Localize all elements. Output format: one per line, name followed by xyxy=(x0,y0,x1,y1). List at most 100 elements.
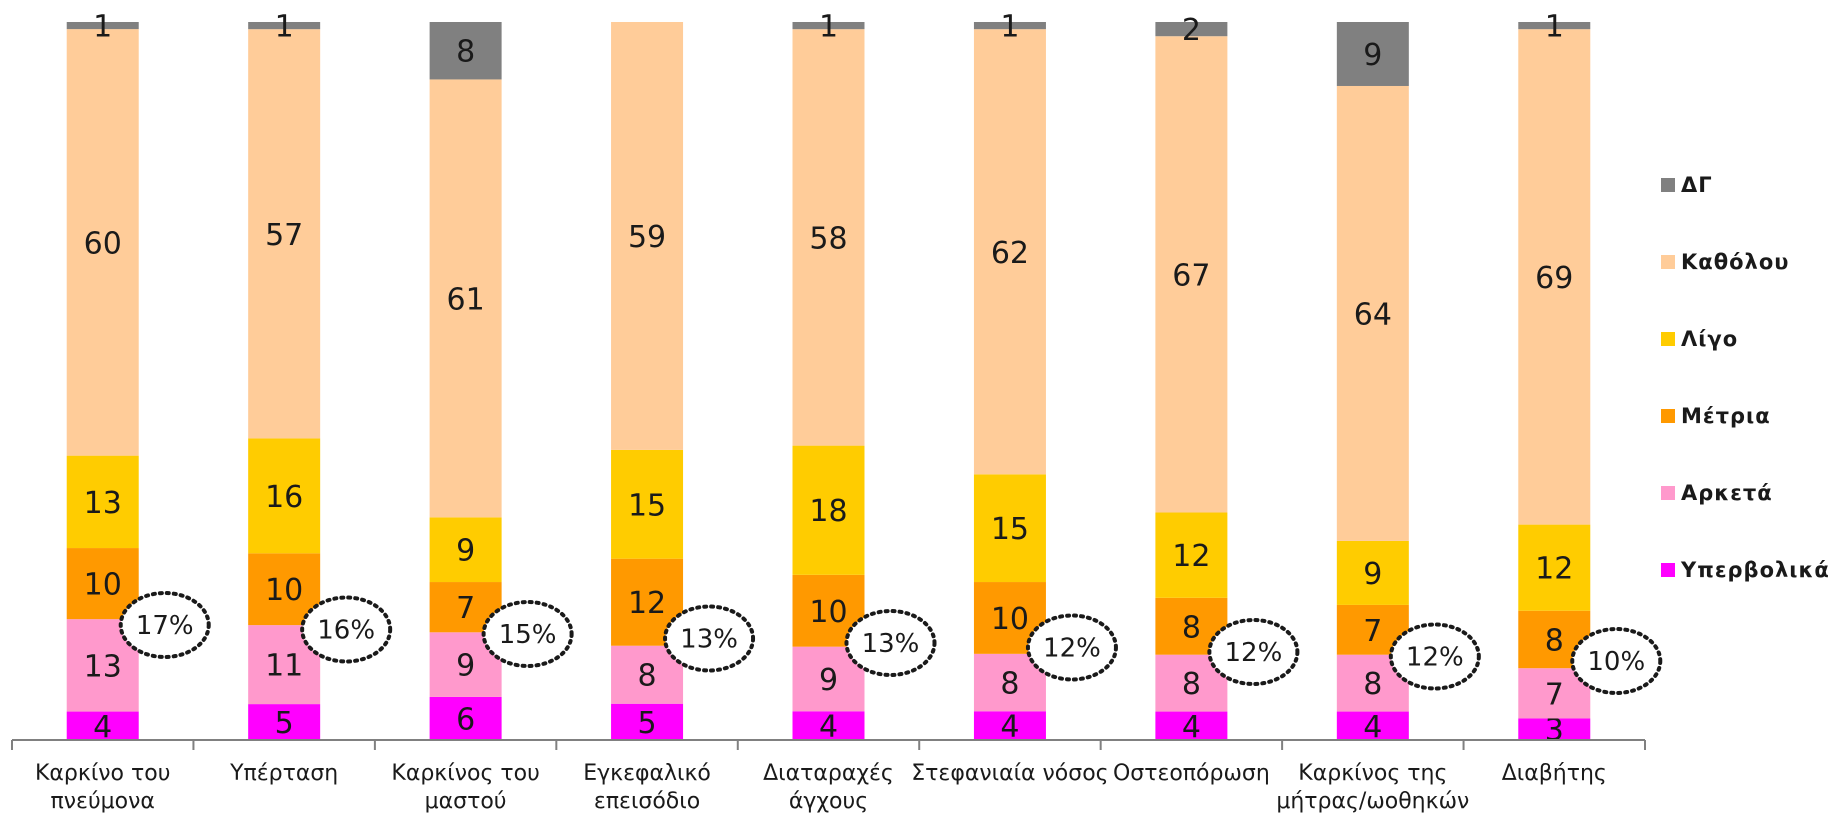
data-label-υπερβολικά-1: 4 xyxy=(93,710,112,745)
bar-7: 4 8 8 12 67 2 xyxy=(1155,13,1228,745)
data-label-υπερβολικά-4: 5 xyxy=(638,706,657,741)
data-label-λίγο-4: 15 xyxy=(628,488,666,523)
data-label-μέτρια-9: 8 xyxy=(1545,623,1564,658)
segment-λίγο-3 xyxy=(429,517,502,583)
data-label-αρκετά-5: 9 xyxy=(819,663,838,698)
segment-υπερβολικά-8 xyxy=(1336,711,1409,740)
segment-καθόλου-4 xyxy=(611,22,684,450)
bars-layer: 4131013601511101657169796185812155949101… xyxy=(66,10,1591,748)
legend-label-αρκετά: Αρκετά xyxy=(1681,481,1773,505)
category-label-7: Οστεοπόρωση xyxy=(1113,761,1270,786)
segment-υπερβολικά-9 xyxy=(1518,718,1591,740)
data-label-δγ-6: 1 xyxy=(1000,10,1019,45)
category-label-2: Υπέρταση xyxy=(229,761,338,786)
category-label-5: Διαταραχές άγχους xyxy=(763,761,894,813)
data-label-αρκετά-7: 8 xyxy=(1182,667,1201,702)
data-label-δγ-5: 1 xyxy=(819,10,838,45)
bar-3: 6 9 7 9 61 8 xyxy=(429,22,502,740)
legend-swatch-υπερβολικά xyxy=(1661,563,1675,577)
bar-6: 4 8 10 15 62 1 xyxy=(973,10,1046,745)
segment-δγ-8 xyxy=(1336,22,1409,86)
data-label-υπερβολικά-8: 4 xyxy=(1363,710,1382,745)
segment-υπερβολικά-6 xyxy=(973,711,1046,740)
bar-2: 5 11 10 16 57 1 xyxy=(248,10,321,741)
callout-value-7: 12% xyxy=(1224,638,1282,668)
segment-καθόλου-8 xyxy=(1336,85,1409,541)
segment-υπερβολικά-1 xyxy=(66,711,139,740)
data-label-λίγο-8: 9 xyxy=(1363,557,1382,592)
segment-καθόλου-5 xyxy=(792,29,865,446)
callout-ellipse-7 xyxy=(1207,618,1300,686)
data-label-μέτρια-7: 8 xyxy=(1182,610,1201,645)
callout-1: 17% xyxy=(118,591,211,659)
data-label-αρκετά-4: 8 xyxy=(638,659,657,694)
segment-δγ-2 xyxy=(248,22,321,30)
legend-label-υπερβολικά: Υπερβολικά xyxy=(1680,558,1830,582)
category-label-4: Εγκεφαλικό επεισόδιο xyxy=(583,761,711,813)
data-label-καθόλου-9: 69 xyxy=(1535,261,1573,296)
callout-9: 10% xyxy=(1570,627,1663,695)
legend-item-καθόλου: Καθόλου xyxy=(1661,250,1788,274)
data-label-λίγο-2: 16 xyxy=(265,480,303,515)
legend-label-δγ: ΔΓ xyxy=(1681,173,1713,197)
callout-ellipse-3 xyxy=(481,600,574,668)
data-label-μέτρια-6: 10 xyxy=(991,602,1029,637)
callout-value-6: 12% xyxy=(1043,634,1101,664)
data-label-δγ-7: 2 xyxy=(1182,13,1201,48)
callout-ellipse-4 xyxy=(663,604,756,673)
legend-label-λίγο: Λίγο xyxy=(1681,327,1738,351)
data-label-δγ-8: 9 xyxy=(1363,38,1382,73)
segment-μέτρια-2 xyxy=(248,553,321,626)
legend-swatch-αρκετά xyxy=(1661,486,1675,500)
callout-ellipse-8 xyxy=(1388,622,1481,691)
segment-καθόλου-1 xyxy=(66,29,139,456)
data-label-καθόλου-2: 57 xyxy=(265,218,303,253)
segment-λίγο-5 xyxy=(792,445,865,575)
legend-item-αρκετά: Αρκετά xyxy=(1661,481,1773,505)
callout-ellipse-6 xyxy=(1025,613,1118,682)
data-label-δγ-1: 1 xyxy=(93,10,112,45)
bar-5: 4 9 10 18 58 1 xyxy=(792,10,865,745)
callout-3: 15% xyxy=(481,600,574,668)
category-label-3: Καρκίνος του μαστού xyxy=(391,761,539,813)
data-label-καθόλου-6: 62 xyxy=(991,236,1029,271)
category-label-6: Στεφανιαία νόσος xyxy=(911,761,1108,786)
legend-item-λίγο: Λίγο xyxy=(1661,327,1738,351)
segment-δγ-5 xyxy=(792,22,865,30)
segment-λίγο-1 xyxy=(66,455,139,549)
data-label-καθόλου-3: 61 xyxy=(447,282,485,317)
data-label-αρκετά-6: 8 xyxy=(1000,667,1019,702)
data-label-μέτρια-2: 10 xyxy=(265,573,303,608)
callout-ellipse-2 xyxy=(300,595,393,664)
segment-δγ-6 xyxy=(973,22,1046,30)
data-label-υπερβολικά-6: 4 xyxy=(1000,710,1019,745)
data-label-λίγο-6: 15 xyxy=(991,512,1029,547)
segment-υπερβολικά-2 xyxy=(248,704,321,740)
data-label-μέτρια-8: 7 xyxy=(1363,614,1382,649)
legend-item-υπερβολικά: Υπερβολικά xyxy=(1661,558,1830,582)
data-label-αρκετά-1: 13 xyxy=(84,649,122,684)
callout-ellipse-5 xyxy=(844,609,937,677)
data-label-μέτρια-4: 12 xyxy=(628,586,666,621)
legend-item-μέτρια: Μέτρια xyxy=(1661,404,1770,428)
legend-item-δγ: ΔΓ xyxy=(1661,173,1713,197)
callout-5: 13% xyxy=(844,609,937,677)
data-label-λίγο-1: 13 xyxy=(84,486,122,521)
segment-καθόλου-2 xyxy=(248,29,321,439)
callout-7: 12% xyxy=(1207,618,1300,686)
legend-swatch-καθόλου xyxy=(1661,255,1675,269)
data-label-καθόλου-7: 67 xyxy=(1172,258,1210,293)
segment-δγ-1 xyxy=(66,22,139,30)
segment-καθόλου-9 xyxy=(1518,29,1591,525)
callout-value-1: 17% xyxy=(136,611,194,641)
data-label-υπερβολικά-3: 6 xyxy=(456,702,475,737)
bar-9: 37 8 12 69 1 xyxy=(1518,10,1591,748)
data-label-αρκετά-3: 9 xyxy=(456,649,475,684)
callout-4: 13% xyxy=(663,604,756,673)
data-label-λίγο-9: 12 xyxy=(1535,552,1573,587)
callout-value-2: 16% xyxy=(317,616,375,646)
category-label-8: Καρκίνος της μήτρας/ωοθηκών xyxy=(1276,761,1469,813)
data-label-δγ-9: 1 xyxy=(1545,10,1564,45)
data-label-δγ-2: 1 xyxy=(275,10,294,45)
